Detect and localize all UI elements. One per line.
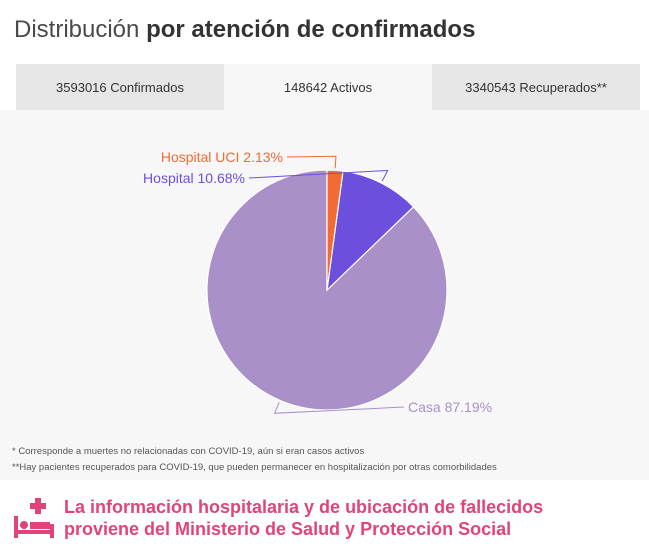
data-label-hospital-uci: Hospital UCI 2.13% <box>161 149 283 165</box>
pie-slice-hospital <box>326 170 415 292</box>
footnote-recovered: **Hay pacientes recuperados para COVID-1… <box>12 462 497 473</box>
hospital-bed-icon <box>14 498 54 538</box>
title-prefix: Distribución <box>14 16 140 43</box>
source-notice: La información hospitalaria y de ubicaci… <box>12 496 642 544</box>
footnote-deaths: * Corresponde a muertes no relacionadas … <box>12 446 365 457</box>
data-label-hospital: Hospital 10.68% <box>143 170 245 186</box>
tab-activos[interactable]: 148642 Activos <box>224 64 432 110</box>
page-title: Distribución por atención de confirmados <box>14 16 475 44</box>
source-line-1: La información hospitalaria y de ubicaci… <box>64 497 544 517</box>
pie-chart: Casa 87.19% Hospital 10.68% Hospital UCI 2… <box>143 149 492 415</box>
leader-line-hospital <box>248 169 389 182</box>
title-bold: por atención de confirmados <box>146 16 476 43</box>
leader-line-casa <box>273 402 405 414</box>
chart-panel: Casa 87.19% Hospital 10.68% Hospital UCI 2… <box>0 110 649 480</box>
data-label-casa: Casa 87.19% <box>408 399 492 415</box>
tab-bar: 3593016 Confirmados 148642 Activos 33405… <box>16 64 640 110</box>
pie-slice-hospital-uci <box>326 169 344 291</box>
tab-recuperados[interactable]: 3340543 Recuperados** <box>465 79 607 95</box>
tab-confirmados[interactable]: 3593016 Confirmados <box>56 79 184 95</box>
leader-line-hospital-uci <box>286 155 337 169</box>
source-line-2: proviene del Ministerio de Salud y Prote… <box>64 519 512 539</box>
